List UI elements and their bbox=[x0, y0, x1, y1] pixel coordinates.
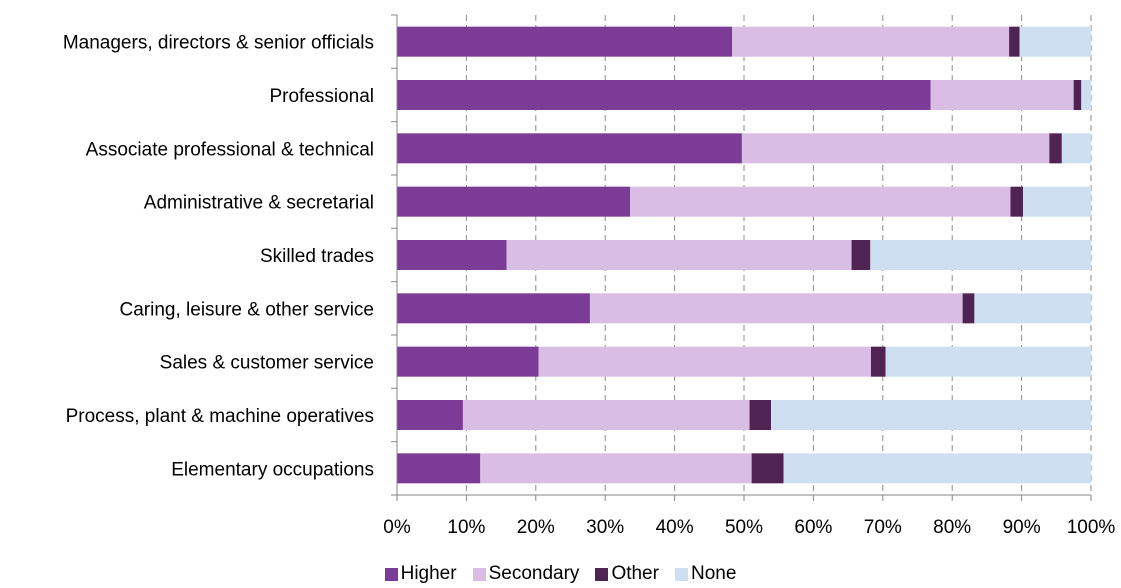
x-tick-label: 60% bbox=[794, 517, 832, 538]
bar-other bbox=[751, 453, 784, 484]
bar-none bbox=[783, 453, 1091, 484]
bar-other bbox=[1049, 133, 1062, 164]
bar-other bbox=[1010, 186, 1023, 217]
bar-none bbox=[1061, 133, 1091, 164]
legend-swatch-other bbox=[595, 567, 609, 581]
bar-higher bbox=[397, 186, 631, 217]
bar-higher bbox=[397, 346, 539, 377]
bar-secondary bbox=[732, 26, 1010, 57]
x-tick-label: 90% bbox=[1003, 517, 1041, 538]
bar-higher bbox=[397, 400, 463, 430]
stacked-bar-chart: Managers, directors & senior officials Pr… bbox=[63, 14, 1115, 538]
x-tick-label: 80% bbox=[933, 517, 971, 538]
bar-none bbox=[1081, 80, 1091, 110]
bar-higher bbox=[397, 26, 733, 57]
x-tick-label: 20% bbox=[517, 517, 555, 538]
category-labels: Managers, directors & senior officials Pr… bbox=[63, 33, 374, 481]
bar-none bbox=[885, 346, 1091, 377]
bar-secondary bbox=[480, 453, 752, 484]
bars bbox=[397, 26, 1091, 484]
category-label: Managers, directors & senior officials bbox=[63, 33, 374, 54]
category-label: Caring, leisure & other service bbox=[120, 299, 375, 320]
category-label: Process, plant & machine operatives bbox=[66, 406, 374, 427]
axes bbox=[391, 14, 1092, 501]
x-tick-label: 0% bbox=[383, 517, 411, 538]
bar-other bbox=[749, 400, 772, 430]
category-label: Skilled trades bbox=[260, 246, 374, 267]
x-tick-label: 40% bbox=[656, 517, 694, 538]
bar-higher bbox=[397, 453, 481, 484]
x-tick-label: 10% bbox=[447, 517, 485, 538]
bar-none bbox=[974, 293, 1091, 324]
x-tick-labels: 0% 10% 20% 30% 40% 50% 60% 70% 80% 90% 100% bbox=[383, 517, 1115, 538]
x-tick-label: 70% bbox=[864, 517, 902, 538]
bar-secondary bbox=[930, 80, 1074, 110]
category-label: Professional bbox=[269, 86, 374, 107]
category-label: Administrative & secretarial bbox=[144, 193, 374, 214]
x-tick-label: 50% bbox=[725, 517, 763, 538]
legend-swatch-secondary bbox=[472, 567, 486, 581]
legend-item-secondary: Secondary bbox=[472, 563, 580, 585]
x-tick-label: 30% bbox=[586, 517, 624, 538]
bar-higher bbox=[397, 240, 507, 270]
legend-label-higher: Higher bbox=[400, 563, 457, 584]
category-label: Elementary occupations bbox=[171, 459, 374, 480]
bar-higher bbox=[397, 80, 931, 110]
legend-label-other: Other bbox=[611, 563, 659, 584]
legend-item-none: None bbox=[674, 563, 737, 585]
x-tick-label: 100% bbox=[1067, 517, 1116, 538]
bar-other bbox=[1073, 80, 1082, 110]
legend-label-secondary: Secondary bbox=[488, 563, 580, 584]
bar-other bbox=[962, 293, 975, 324]
category-label: Associate professional & technical bbox=[86, 139, 374, 160]
bar-other bbox=[871, 346, 886, 377]
category-label: Sales & customer service bbox=[160, 353, 374, 374]
bar-none bbox=[870, 240, 1091, 270]
legend-swatch-higher bbox=[384, 567, 398, 581]
bar-higher bbox=[397, 133, 742, 164]
bar-none bbox=[1022, 186, 1091, 217]
bar-none bbox=[1019, 26, 1091, 57]
bar-secondary bbox=[538, 346, 872, 377]
bar-secondary bbox=[589, 293, 963, 324]
bar-secondary bbox=[506, 240, 852, 270]
legend-item-other: Other bbox=[595, 563, 659, 585]
bar-secondary bbox=[741, 133, 1050, 164]
bar-secondary bbox=[462, 400, 750, 430]
legend-item-higher: Higher bbox=[384, 563, 457, 585]
bar-other bbox=[851, 240, 871, 270]
bar-higher bbox=[397, 293, 590, 324]
bar-other bbox=[1009, 26, 1020, 57]
legend-label-none: None bbox=[690, 563, 737, 584]
legend-swatch-none bbox=[674, 567, 688, 581]
bar-none bbox=[771, 400, 1091, 430]
bar-secondary bbox=[630, 186, 1011, 217]
legend: Higher Secondary Other None bbox=[0, 563, 1121, 585]
